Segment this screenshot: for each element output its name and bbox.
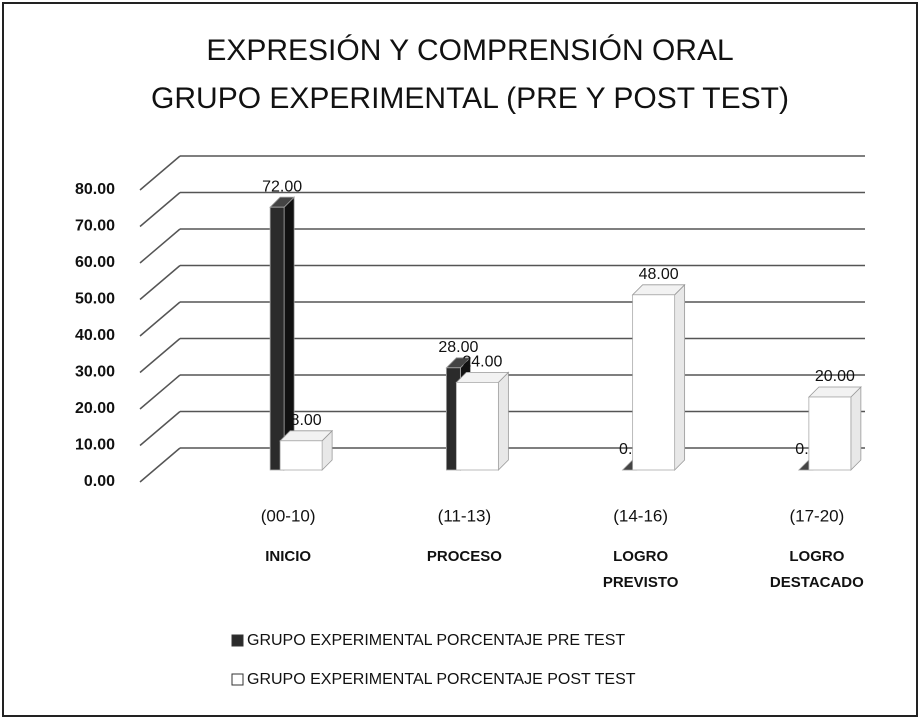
x-category-name: LOGRO [789, 548, 844, 565]
bar [279, 440, 323, 471]
y-tick-label: 70.00 [75, 218, 115, 235]
y-tick-label: 20.00 [75, 400, 115, 417]
x-tick-label: (00-10) [261, 506, 316, 525]
grid-diagonal [139, 264, 181, 301]
grid-diagonal [139, 228, 181, 264]
y-tick-label: 0.00 [84, 473, 115, 490]
grid-diagonal [139, 155, 181, 191]
legend-label: GRUPO EXPERIMENTAL PORCENTAJE PRE TEST [247, 632, 625, 649]
x-tick-label: (17-20) [789, 506, 844, 525]
data-label: 48.00 [639, 266, 679, 283]
y-tick-label: 60.00 [75, 254, 115, 271]
x-category-name: PROCESO [427, 548, 502, 565]
bar-side [497, 371, 509, 471]
grid-diagonal [139, 374, 181, 410]
grid-diagonal [139, 191, 181, 228]
legend-swatch [231, 634, 244, 647]
legend-swatch [231, 673, 244, 686]
y-tick-label: 30.00 [75, 364, 115, 381]
bar-side [674, 283, 686, 471]
x-tick-label: (14-16) [613, 506, 668, 525]
x-category-name: LOGRO [613, 548, 668, 565]
data-label: 28.00 [438, 339, 478, 356]
y-tick-label: 10.00 [75, 437, 115, 454]
y-tick-label: 50.00 [75, 291, 115, 308]
x-category-name: INICIO [265, 548, 311, 565]
data-label: 24.00 [462, 354, 502, 371]
bar-side [283, 196, 295, 471]
grid-diagonal [139, 337, 181, 374]
bar-side [850, 386, 862, 471]
x-category-name: PREVISTO [603, 574, 679, 591]
y-tick-label: 80.00 [75, 181, 115, 198]
bar [632, 294, 676, 471]
legend-label: GRUPO EXPERIMENTAL PORCENTAJE POST TEST [247, 671, 636, 688]
chart-title: GRUPO EXPERIMENTAL (PRE Y POST TEST) [151, 82, 789, 115]
x-category-name: DESTACADO [770, 574, 864, 591]
grid-diagonal [139, 301, 181, 337]
x-tick-label: (11-13) [438, 506, 492, 525]
bar [455, 381, 499, 471]
chart-title: EXPRESIÓN Y COMPRENSIÓN ORAL [206, 34, 733, 67]
data-label: 20.00 [815, 368, 855, 385]
y-tick-label: 40.00 [75, 327, 115, 344]
grid-diagonal [139, 447, 181, 483]
data-label: 8.00 [291, 412, 322, 429]
bar [808, 396, 852, 471]
data-label: 72.00 [262, 178, 302, 195]
bar [269, 206, 285, 471]
grid-diagonal [139, 410, 181, 447]
